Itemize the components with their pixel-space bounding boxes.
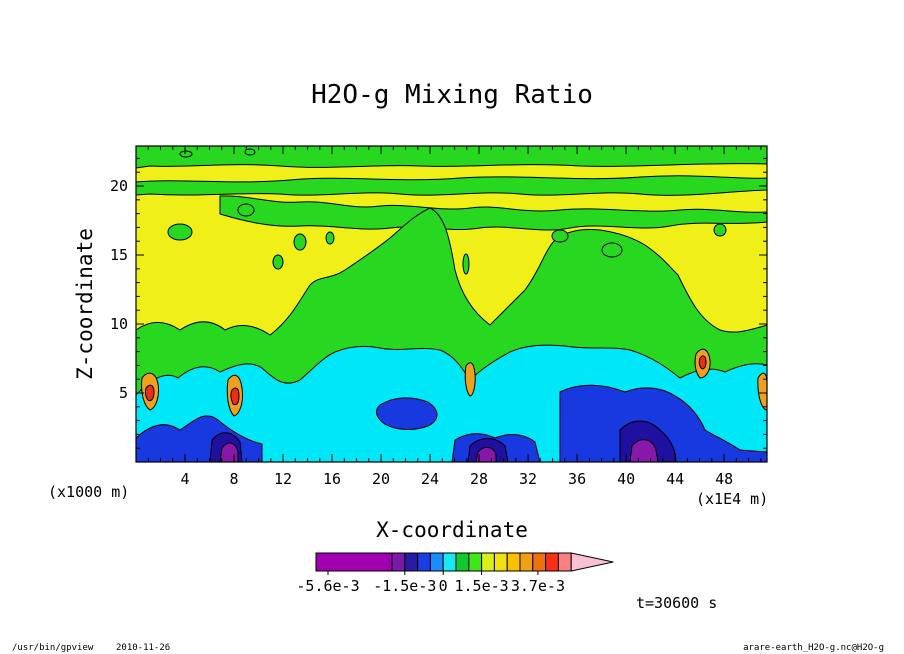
- x-tick-label: 12: [274, 470, 292, 488]
- x-tick-label: 28: [470, 470, 488, 488]
- x-tick-label: 36: [568, 470, 586, 488]
- x-axis-label: X-coordinate: [376, 518, 528, 542]
- colorbar-swatch: [429, 552, 444, 572]
- y-tick-label: 20: [110, 177, 128, 195]
- y-tick-label: 15: [110, 246, 128, 264]
- y-tick-label: 5: [119, 384, 128, 402]
- colorbar-swatch: [532, 552, 547, 572]
- colorbar-swatch: [557, 552, 572, 572]
- program-path: /usr/bin/gpview: [12, 643, 94, 653]
- green-speckles: [167, 148, 727, 275]
- plot-date: 2010-11-26: [116, 643, 170, 653]
- y-tick-label: 10: [110, 315, 128, 333]
- colorbar: [315, 552, 614, 572]
- blue-regions: [136, 384, 767, 462]
- top-green-band: [136, 146, 767, 169]
- data-source: arare-earth_H2O-g.nc@H2O-g: [743, 643, 884, 653]
- x-tick-label: 32: [519, 470, 537, 488]
- y-tick-marks: 5 10 15 20: [110, 157, 767, 449]
- y-unit-label: (x1000 m): [48, 483, 129, 501]
- colorbar-tick-label: -5.6e-3: [296, 577, 359, 595]
- time-annotation: t=30600 s: [636, 594, 717, 612]
- x-tick-label: 44: [666, 470, 684, 488]
- mid-green-band: [136, 175, 767, 196]
- plot-area: [136, 146, 767, 462]
- red-cores: [144, 355, 707, 406]
- x-unit-label: (x1E4 m): [696, 490, 768, 508]
- plot-frame: [135, 145, 768, 463]
- upper-green-blotches: [219, 195, 767, 231]
- y-axis-label: Z-coordinate: [73, 228, 97, 380]
- colorbar-tick-label: 1.5e-3: [455, 577, 509, 595]
- colorbar-labels: -5.6e-3 -1.5e-3 0 1.5e-3 3.7e-3: [296, 571, 565, 595]
- colorbar-swatch: [455, 552, 470, 572]
- x-tick-label: 4: [180, 470, 189, 488]
- colorbar-swatch: [391, 552, 406, 572]
- purple-minima: [219, 439, 659, 462]
- navy-regions: [209, 420, 677, 462]
- colorbar-arrow: [570, 552, 614, 572]
- x-tick-marks: 4 8 12 16 20 24 28 32 36 40 44 48: [147, 146, 762, 488]
- x-tick-label: 20: [372, 470, 390, 488]
- colorbar-swatch: [315, 552, 393, 572]
- colorbar-swatch: [506, 552, 521, 572]
- colorbar-swatch: [545, 552, 559, 572]
- colorbar-swatch: [468, 552, 483, 572]
- chart-title: H2O-g Mixing Ratio: [311, 80, 593, 110]
- colorbar-swatch: [519, 552, 534, 572]
- colorbar-swatch: [404, 552, 419, 572]
- colorbar-tick-label: 0: [439, 577, 448, 595]
- colorbar-swatch: [481, 552, 495, 572]
- x-tick-label: 24: [421, 470, 439, 488]
- colorbar-swatch: [493, 552, 508, 572]
- x-tick-label: 8: [230, 470, 239, 488]
- x-tick-label: 16: [323, 470, 341, 488]
- colorbar-tick-label: -1.5e-3: [373, 577, 436, 595]
- colorbar-swatch: [417, 552, 431, 572]
- colorbar-swatch: [442, 552, 457, 572]
- x-tick-label: 40: [617, 470, 635, 488]
- x-tick-label: 48: [715, 470, 733, 488]
- colorbar-tick-label: 3.7e-3: [511, 577, 565, 595]
